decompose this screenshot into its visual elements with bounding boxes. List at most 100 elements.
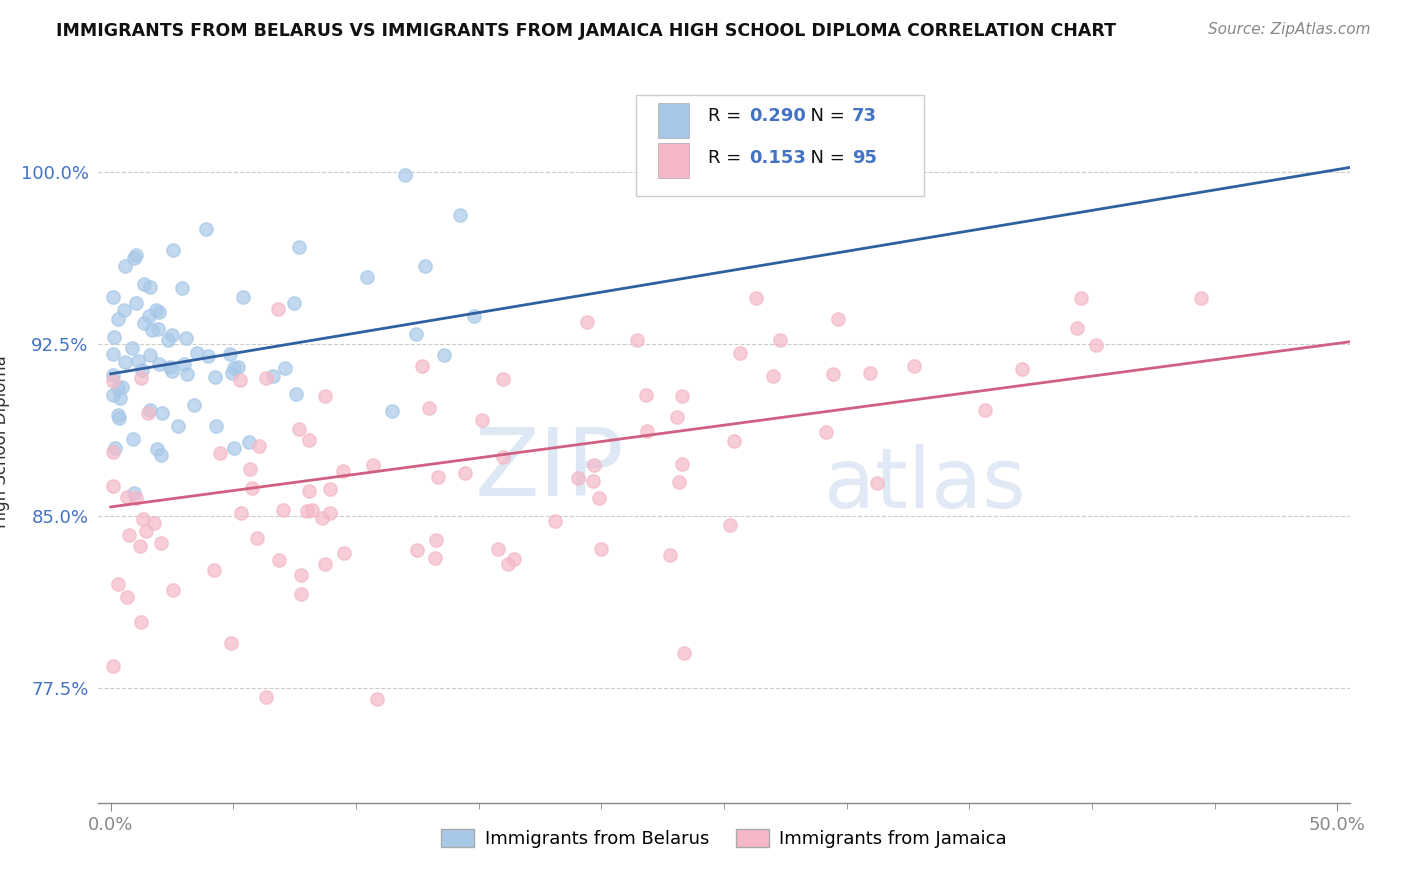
Point [744, 291, 766, 305]
Point [238, 434, 260, 449]
Point [136, 406, 159, 420]
Point [134, 524, 156, 538]
Point [1189, 291, 1212, 305]
Point [636, 425, 658, 439]
Point [405, 543, 427, 558]
Point [232, 290, 254, 304]
Point [859, 366, 882, 380]
Point [769, 333, 792, 347]
Point [176, 331, 198, 345]
Text: 0.153: 0.153 [749, 149, 806, 167]
Point [418, 401, 440, 416]
Point [246, 531, 269, 545]
Point [122, 251, 145, 265]
Point [544, 515, 567, 529]
Point [285, 387, 308, 401]
Point [267, 553, 290, 567]
Point [150, 407, 173, 421]
Point [288, 240, 311, 254]
Point [247, 439, 270, 453]
Legend: Immigrants from Belarus, Immigrants from Jamaica: Immigrants from Belarus, Immigrants from… [434, 822, 1014, 855]
Point [356, 270, 378, 285]
Point [267, 302, 290, 317]
Point [107, 577, 129, 591]
Point [283, 295, 305, 310]
Point [298, 433, 321, 447]
Point [121, 341, 143, 355]
Point [332, 464, 354, 478]
Point [492, 450, 515, 465]
Point [273, 503, 295, 517]
Point [132, 277, 155, 292]
Point [588, 491, 610, 505]
Point [145, 302, 167, 317]
Point [1011, 362, 1033, 376]
Point [433, 348, 456, 362]
Point [129, 539, 152, 553]
Point [162, 583, 184, 598]
Point [314, 557, 336, 571]
Point [160, 364, 183, 378]
FancyBboxPatch shape [658, 103, 689, 138]
Point [101, 658, 124, 673]
Point [132, 316, 155, 330]
Point [141, 323, 163, 337]
Point [671, 457, 693, 471]
Point [582, 458, 605, 472]
Point [332, 546, 354, 560]
Point [449, 208, 471, 222]
Point [591, 541, 613, 556]
Point [471, 413, 494, 427]
Point [138, 348, 160, 362]
Point [762, 369, 785, 384]
Text: N =: N = [799, 149, 851, 167]
Point [170, 280, 193, 294]
Point [361, 458, 384, 473]
Point [162, 243, 184, 257]
Point [129, 371, 152, 385]
Point [718, 517, 741, 532]
Point [486, 542, 509, 557]
Point [122, 486, 145, 500]
Point [903, 359, 925, 374]
Point [463, 310, 485, 324]
Point [413, 260, 436, 274]
Point [381, 403, 404, 417]
Text: Source: ZipAtlas.com: Source: ZipAtlas.com [1208, 22, 1371, 37]
Point [576, 315, 599, 329]
Point [107, 312, 129, 326]
Point [240, 481, 263, 495]
Point [131, 512, 153, 526]
Point [125, 296, 148, 310]
Point [295, 504, 318, 518]
Point [159, 359, 181, 374]
Point [101, 387, 124, 401]
Point [107, 408, 129, 422]
Point [728, 346, 751, 360]
Text: R =: R = [707, 149, 747, 167]
Point [366, 692, 388, 706]
Point [427, 470, 450, 484]
Point [101, 290, 124, 304]
Point [290, 587, 312, 601]
Point [138, 280, 160, 294]
Point [1066, 321, 1088, 335]
Point [425, 533, 447, 547]
Point [262, 368, 284, 383]
Point [290, 567, 312, 582]
Point [666, 410, 689, 425]
Point [221, 366, 243, 380]
Point [142, 516, 165, 531]
Point [183, 398, 205, 412]
Y-axis label: High School Diploma: High School Diploma [0, 355, 10, 528]
Text: 95: 95 [852, 149, 877, 167]
Point [239, 462, 262, 476]
Point [582, 474, 605, 488]
Point [160, 328, 183, 343]
Point [298, 483, 321, 498]
Point [122, 432, 145, 446]
Point [124, 491, 146, 505]
Point [626, 333, 648, 347]
Point [671, 389, 693, 403]
Point [101, 479, 124, 493]
